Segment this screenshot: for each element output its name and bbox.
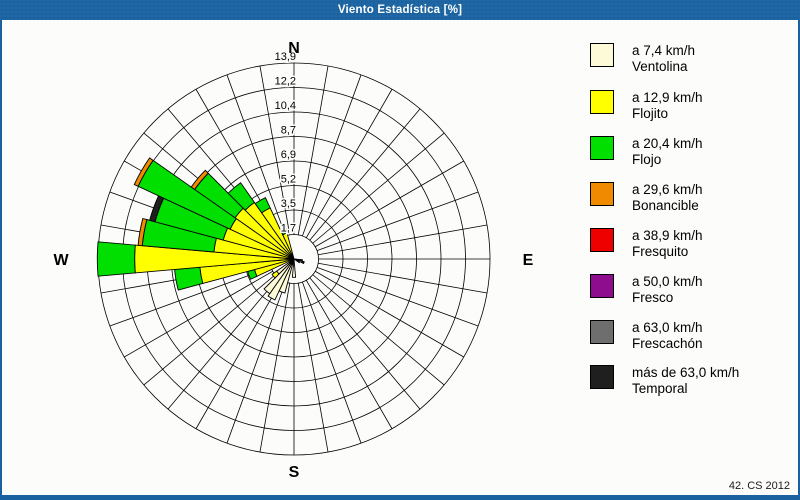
legend-name: Fresquito <box>632 244 689 259</box>
legend-name: Fresco <box>632 290 674 305</box>
grid-spoke <box>143 274 276 386</box>
temporal-swatch <box>590 365 614 389</box>
legend-name: Temporal <box>632 381 688 396</box>
windrose-bar-segment <box>271 270 280 279</box>
windrose-bar-segment <box>254 197 271 214</box>
grid-spoke <box>124 270 273 358</box>
compass-label: W <box>53 252 69 269</box>
grid-spoke <box>316 267 479 327</box>
legend-speed: a 20,4 km/h <box>632 136 703 151</box>
grid-spoke <box>109 267 272 327</box>
legend-speed: a 50,0 km/h <box>632 274 703 289</box>
grid-spoke <box>318 262 488 294</box>
legend-name: Ventolina <box>632 59 688 74</box>
compass-label: E <box>523 252 534 269</box>
grid-spoke <box>305 89 393 238</box>
windrose-bar-segment <box>280 228 288 236</box>
windrose-bar-segment <box>96 241 136 277</box>
legend-speed: a 63,0 km/h <box>632 320 703 335</box>
grid-spoke <box>316 191 479 251</box>
windrose-bar-segment <box>227 182 255 211</box>
legend-name: Flojo <box>632 152 662 167</box>
legend-name: Frescachón <box>632 336 703 351</box>
grid-spoke <box>305 280 393 429</box>
ring-label: 12,2 <box>275 76 296 88</box>
flojo-swatch <box>590 136 614 160</box>
legend-item-flojito: a 12,9 km/h Flojito <box>590 90 790 136</box>
window-titlebar[interactable]: Viento Estadística [%] <box>0 0 800 20</box>
frescachon-swatch <box>590 320 614 344</box>
bonancible-swatch <box>590 182 614 206</box>
legend-speed: más de 63,0 km/h <box>632 365 740 380</box>
windrose-bar-segment <box>190 169 209 191</box>
grid-spoke <box>297 283 329 453</box>
flojito-swatch <box>590 90 614 114</box>
ring-label: 10,4 <box>275 100 296 112</box>
window-title: Viento Estadística [%] <box>337 4 463 16</box>
windrose-bar-segment <box>291 258 297 278</box>
legend-name: Bonancible <box>632 198 699 213</box>
grid-spoke <box>259 65 291 235</box>
grid-spoke <box>167 277 279 410</box>
windrose-bar-segment <box>301 260 305 265</box>
compass-label: N <box>288 40 300 57</box>
legend-item-fresquito: a 38,9 km/h Fresquito <box>590 228 790 274</box>
windrose-bar-segment <box>174 266 204 291</box>
credit-text: 42. CS 2012 <box>728 480 790 492</box>
legend-item-temporal: más de 63,0 km/h Temporal <box>590 365 790 411</box>
grid-spoke <box>195 280 283 429</box>
grid-spoke <box>312 132 445 244</box>
fresquito-swatch <box>590 228 614 252</box>
windrose-bar-segment <box>133 157 154 187</box>
windrose-bar-segment <box>137 217 148 247</box>
ring-label: 8,7 <box>281 125 296 137</box>
ring-label: 5,2 <box>281 174 296 186</box>
legend-speed: a 38,9 km/h <box>632 228 703 243</box>
ring-label: 13,9 <box>275 51 296 63</box>
legend-name: Flojito <box>632 106 669 121</box>
windrose-bar-segment <box>263 258 295 295</box>
ring-label: 3,5 <box>281 198 296 210</box>
grid-spoke <box>318 224 488 256</box>
compass-label: S <box>289 464 300 481</box>
ring-label: 6,9 <box>281 149 296 161</box>
grid-spoke <box>315 160 464 248</box>
grid-spoke <box>226 74 286 237</box>
legend-speed: a 29,6 km/h <box>632 182 703 197</box>
grid-spoke <box>226 281 286 444</box>
grid-spoke <box>297 65 329 235</box>
legend-speed: a 12,9 km/h <box>632 90 703 105</box>
ventolina-swatch <box>590 43 614 67</box>
grid-spoke <box>302 281 362 444</box>
grid-spoke <box>309 108 421 241</box>
legend-item-flojo: a 20,4 km/h Flojo <box>590 136 790 182</box>
legend-speed: a 7,4 km/h <box>632 43 696 58</box>
grid-spoke <box>259 283 291 453</box>
grid-spoke <box>302 74 362 237</box>
legend-item-frescachon: a 63,0 km/h Frescachón <box>590 320 790 366</box>
legend-item-ventolina: a 7,4 km/h Ventolina <box>590 43 790 89</box>
windrose-bar-segment <box>293 258 301 264</box>
ring-label: 1,7 <box>281 223 296 235</box>
grid-spoke <box>309 277 421 410</box>
grid-spoke <box>312 274 445 386</box>
legend-item-fresco: a 50,0 km/h Fresco <box>590 274 790 320</box>
windrose-bar-segment <box>267 258 295 301</box>
fresco-swatch <box>590 274 614 298</box>
legend-item-bonancible: a 29,6 km/h Bonancible <box>590 182 790 228</box>
grid-spoke <box>315 270 464 358</box>
